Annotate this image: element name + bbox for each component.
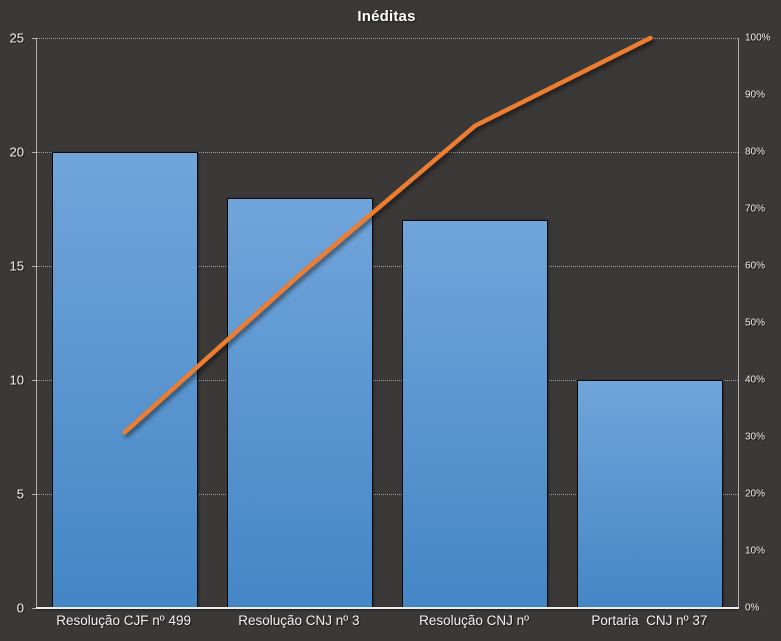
left-axis-tick-label: 5 xyxy=(16,486,24,502)
right-axis-tick-label: 70% xyxy=(745,203,766,215)
x-axis-category-label: Resolução CNJ nº xyxy=(419,613,530,628)
left-axis-tick xyxy=(32,494,37,495)
right-axis-tick-label: 30% xyxy=(745,431,766,443)
right-axis-tick-label: 100% xyxy=(745,32,771,44)
left-axis-tick-label: 20 xyxy=(9,144,24,160)
right-axis-tick-label: 0% xyxy=(745,602,760,614)
bar-group xyxy=(37,38,738,608)
left-axis-tick xyxy=(32,38,37,39)
right-axis-tick-label: 50% xyxy=(745,317,766,329)
plot-area xyxy=(32,35,739,609)
right-axis-tick-label: 40% xyxy=(745,374,766,386)
right-axis-tick-label: 90% xyxy=(745,89,766,101)
left-axis-tick-label: 25 xyxy=(9,30,24,46)
left-axis-tick xyxy=(32,266,37,267)
bar-category-cell xyxy=(212,38,387,608)
bar xyxy=(402,220,549,608)
right-axis-tick-label: 20% xyxy=(745,488,766,500)
gridline xyxy=(37,494,738,495)
bar xyxy=(226,197,373,608)
left-axis-tick-label: 15 xyxy=(9,258,24,274)
right-axis: 100% 90% 80% 70% 60% 50% 40% 30% 20% 10% 0% xyxy=(745,33,781,614)
x-axis-category-label: Resolução CNJ nº 3 xyxy=(238,613,360,628)
left-axis-tick-label: 0 xyxy=(16,600,24,616)
bar-category-cell xyxy=(388,38,563,608)
left-axis-tick xyxy=(32,380,37,381)
left-axis-tick-label: 10 xyxy=(9,372,24,388)
bar-category-cell xyxy=(37,38,212,608)
x-axis-labels: Resolução CJF nº 499 Resolução CNJ nº 3 Re… xyxy=(36,613,737,628)
bar xyxy=(577,380,724,608)
bar xyxy=(51,152,198,608)
right-axis-tick-label: 10% xyxy=(745,545,766,557)
left-axis-tick xyxy=(32,608,37,609)
x-axis-category-label: Portaria CNJ nº 37 xyxy=(591,613,708,628)
bar-category-cell xyxy=(563,38,738,608)
x-axis-category-label: Resolução CJF nº 499 xyxy=(56,613,191,628)
chart-title: Inéditas xyxy=(357,8,416,25)
left-axis: 25 20 15 10 5 0 xyxy=(0,31,30,616)
left-axis-tick xyxy=(32,152,37,153)
right-axis-tick-label: 60% xyxy=(745,260,766,272)
right-axis-tick-label: 80% xyxy=(745,146,766,158)
x-axis-baseline xyxy=(36,607,739,609)
